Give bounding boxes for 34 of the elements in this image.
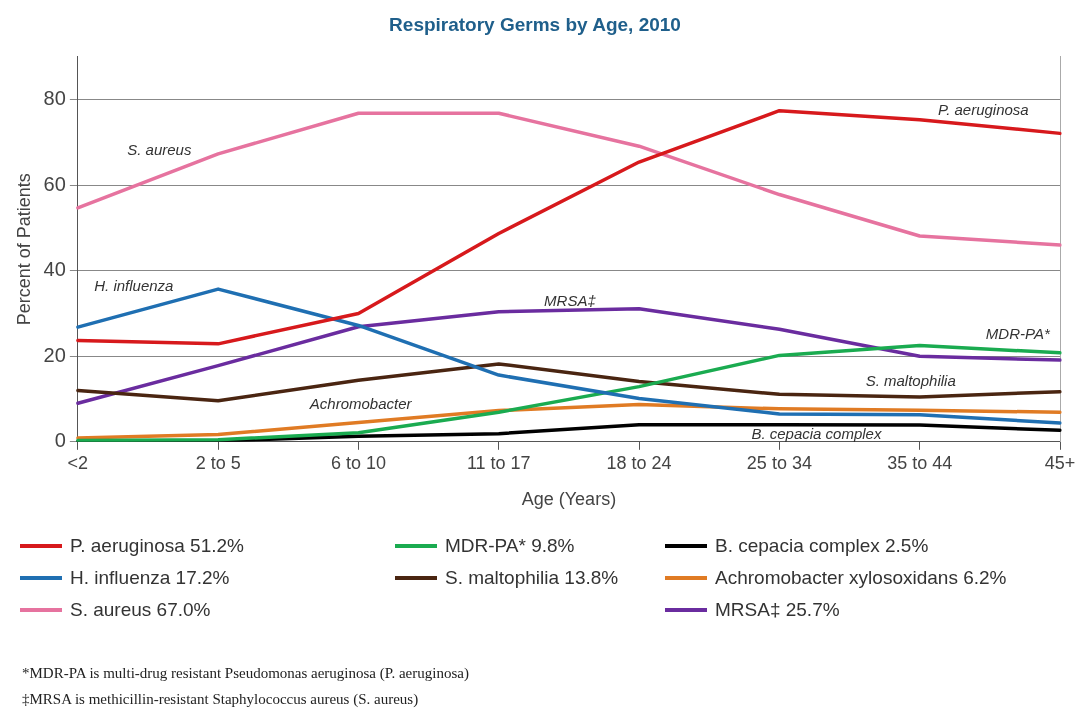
- x-tick-label: 35 to 44: [887, 452, 953, 473]
- annotation: P. aeruginosa: [938, 100, 1029, 118]
- legend-label: MRSA‡ 25.7%: [715, 599, 840, 621]
- x-axis-title: Age (Years): [521, 489, 617, 510]
- legend-label: Achromobacter xylosoxidans 6.2%: [715, 567, 1007, 589]
- legend-label: P. aeruginosa 51.2%: [70, 535, 244, 557]
- legend-label: B. cepacia complex 2.5%: [715, 535, 929, 557]
- x-tick-label: <2: [67, 452, 89, 473]
- chart-title: Respiratory Germs by Age, 2010: [389, 13, 681, 35]
- legend-label: MDR-PA* 9.8%: [445, 535, 575, 557]
- legend-label: H. influenza 17.2%: [70, 567, 230, 589]
- text: *MDR-PA is multi-drug resistant Pseudomonas aeruginosa (P. aeruginosa): [22, 664, 469, 683]
- text: ‡MRSA is methicillin-resistant Staphylococcus aureus (S. aureus): [22, 690, 420, 709]
- annotation: S. aureus: [127, 141, 192, 159]
- y-tick-label: 60: [43, 172, 66, 195]
- legend-label: S. maltophilia 13.8%: [445, 567, 619, 589]
- x-tick-label: 45+: [1044, 452, 1076, 473]
- x-tick-label: 18 to 24: [606, 452, 672, 473]
- annotation: MRSA‡: [544, 291, 597, 309]
- y-tick-label: 40: [43, 258, 66, 281]
- x-tick-label: 11 to 17: [466, 452, 531, 473]
- annotation: S. maltophilia: [865, 371, 956, 389]
- x-tick-label: 6 to 10: [330, 452, 386, 473]
- x-tick-label: 25 to 34: [746, 452, 812, 473]
- annotation: Achromobacter: [308, 395, 413, 413]
- x-tick-label: 2 to 5: [195, 452, 241, 473]
- y-tick-label: 0: [54, 429, 66, 452]
- annotation: H. influenza: [94, 277, 174, 295]
- y-axis-title: Percent of Patients: [13, 173, 34, 326]
- y-tick-label: 80: [43, 87, 66, 110]
- annotation: B. cepacia complex: [751, 425, 882, 443]
- annotation: MDR-PA*: [985, 324, 1051, 342]
- legend-label: S. aureus 67.0%: [70, 599, 211, 621]
- y-tick-label: 20: [43, 343, 66, 366]
